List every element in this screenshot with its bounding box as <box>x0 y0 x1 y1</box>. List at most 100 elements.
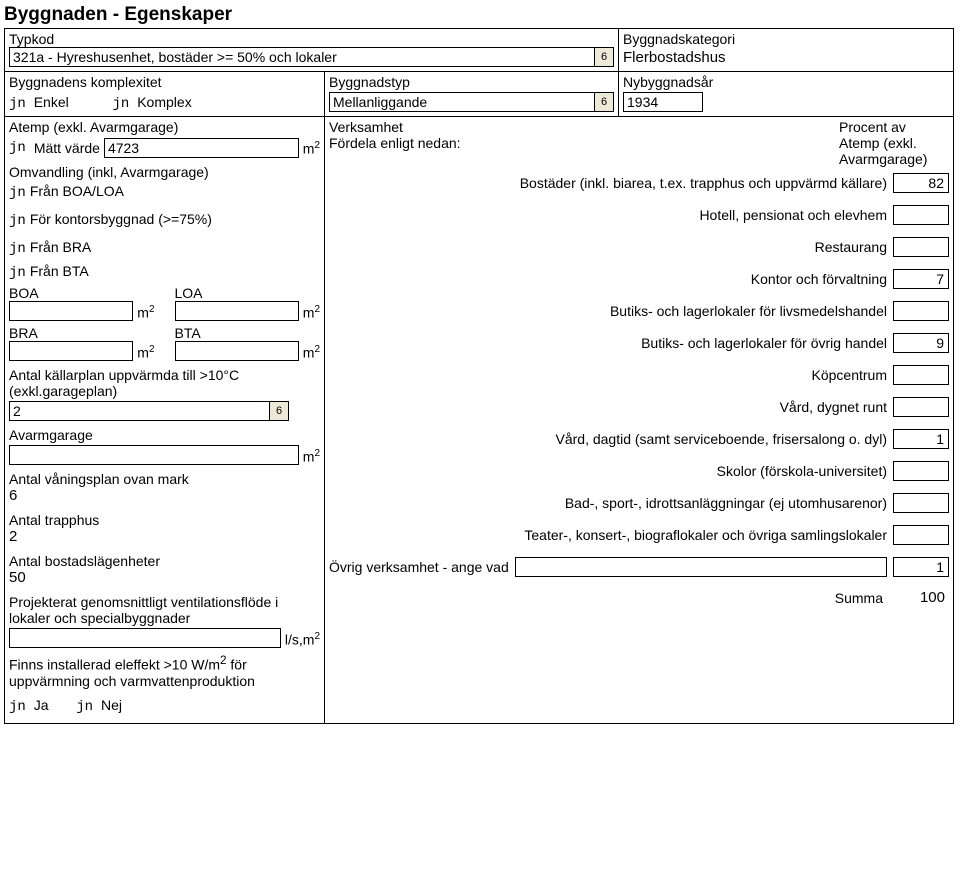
trapphus-label: Antal trapphus <box>9 512 320 528</box>
summa-value: 100 <box>889 589 949 606</box>
fran-bra-label: Från BRA <box>30 239 91 255</box>
procent-label-2: Atemp (exkl. <box>839 135 949 151</box>
verksamhet-item-label: Hotell, pensionat och elevhem <box>329 207 887 223</box>
loa-field[interactable] <box>175 301 299 321</box>
verksamhet-item-label: Kontor och förvaltning <box>329 271 887 287</box>
avarmgarage-field[interactable] <box>9 445 299 465</box>
ovrig-text-field[interactable] <box>515 557 887 577</box>
verksamhet-value-field[interactable] <box>893 461 949 481</box>
row-main: Atemp (exkl. Avarmgarage) jn Mätt värde … <box>5 117 953 723</box>
komplex-option-label: Komplex <box>137 94 191 110</box>
lagenheter-value: 50 <box>9 569 320 586</box>
radio-icon[interactable]: jn <box>9 140 26 156</box>
verksamhet-item-label: Butiks- och lagerlokaler för livsmedelsh… <box>329 303 887 319</box>
verksamhet-item-label: Butiks- och lagerlokaler för övrig hande… <box>329 335 887 351</box>
matt-value: 4723 <box>108 140 139 156</box>
verksamhet-item-label: Teater-, konsert-, biograflokaler och öv… <box>329 527 887 543</box>
nej-label: Nej <box>101 697 122 713</box>
m2-unit: m2 <box>303 304 320 321</box>
typkod-dropdown[interactable]: 321a - Hyreshusenhet, bostäder >= 50% oc… <box>9 47 614 67</box>
fran-bta-label: Från BTA <box>30 263 89 279</box>
fran-boa-label: Från BOA/LOA <box>30 183 124 199</box>
eleffekt-label: Finns installerad eleffekt >10 W/m2 för … <box>9 654 320 689</box>
boa-loa-row: BOA m2 LOA m2 <box>9 285 320 321</box>
verksamhet-row: Restaurang <box>329 237 949 257</box>
matt-label: Mätt värde <box>34 140 100 156</box>
radio-icon[interactable]: jn <box>9 96 26 112</box>
ovrig-row: Övrig verksamhet - ange vad 1 <box>329 557 949 577</box>
bta-field[interactable] <box>175 341 299 361</box>
kallarplan-label: Antal källarplan uppvärmda till >10°C (e… <box>9 367 320 399</box>
omv-label: Omvandling (inkl, Avarmgarage) <box>9 164 320 180</box>
komplex-label: Byggnadens komplexitet <box>9 74 320 90</box>
verksamhet-value-field[interactable] <box>893 493 949 513</box>
verksamhet-row: Bad-, sport-, idrottsanläggningar (ej ut… <box>329 493 949 513</box>
byggnadstyp-label: Byggnadstyp <box>329 74 614 90</box>
verksamhet-item-label: Bad-, sport-, idrottsanläggningar (ej ut… <box>329 495 887 511</box>
radio-icon[interactable]: jn <box>113 96 130 112</box>
kallarplan-dropdown[interactable]: 2 6 <box>9 401 289 421</box>
typkod-label: Typkod <box>9 31 614 47</box>
ventilation-field[interactable] <box>9 628 281 648</box>
m2-unit: m2 <box>303 140 320 157</box>
typkod-value: 321a - Hyreshusenhet, bostäder >= 50% oc… <box>13 49 337 65</box>
verksamhet-value-field[interactable] <box>893 301 949 321</box>
atemp-label: Atemp (exkl. Avarmgarage) <box>9 119 320 135</box>
verksamhet-value-field[interactable] <box>893 525 949 545</box>
bra-field[interactable] <box>9 341 133 361</box>
for-kontor-label: För kontorsbyggnad (>=75%) <box>30 211 212 227</box>
verksamhet-value-field[interactable]: 9 <box>893 333 949 353</box>
verksamhet-label: Verksamhet <box>329 119 839 135</box>
boa-label: BOA <box>9 285 155 301</box>
ovrig-label: Övrig verksamhet - ange vad <box>329 559 509 575</box>
verksamhet-value-field[interactable] <box>893 365 949 385</box>
radio-icon[interactable]: jn <box>9 699 26 715</box>
radio-icon[interactable]: jn <box>9 213 26 229</box>
verksamhet-row: Skolor (förskola-universitet) <box>329 461 949 481</box>
matt-field[interactable]: 4723 <box>104 138 299 158</box>
row-typkod: Typkod 321a - Hyreshusenhet, bostäder >=… <box>5 29 953 72</box>
verksamhet-value-field[interactable]: 1 <box>893 429 949 449</box>
ar-label: Nybyggnadsår <box>623 74 949 90</box>
dropdown-arrow-icon: 6 <box>594 48 613 66</box>
verksamhet-row: Butiks- och lagerlokaler för övrig hande… <box>329 333 949 353</box>
verksamhet-row: Vård, dagtid (samt serviceboende, friser… <box>329 429 949 449</box>
verksamhet-row: Köpcentrum <box>329 365 949 385</box>
verksamhet-item-label: Vård, dagtid (samt serviceboende, friser… <box>329 431 887 447</box>
ja-label: Ja <box>34 697 49 713</box>
verksamhet-row: Kontor och förvaltning 7 <box>329 269 949 289</box>
bra-label: BRA <box>9 325 155 341</box>
enkel-label: Enkel <box>34 94 69 110</box>
kallarplan-value: 2 <box>13 403 21 419</box>
verksamhet-value-field[interactable]: 7 <box>893 269 949 289</box>
byggnadstyp-value: Mellanliggande <box>333 94 427 110</box>
verksamhet-item-label: Restaurang <box>329 239 887 255</box>
verksamhet-item-label: Bostäder (inkl. biarea, t.ex. trapphus o… <box>329 175 887 191</box>
radio-icon[interactable]: jn <box>76 699 93 715</box>
verksamhet-value-field[interactable] <box>893 397 949 417</box>
verksamhet-item-label: Vård, dygnet runt <box>329 399 887 415</box>
procent-label-1: Procent av <box>839 119 949 135</box>
verksamhet-value-field[interactable] <box>893 205 949 225</box>
vaningsplan-label: Antal våningsplan ovan mark <box>9 471 320 487</box>
verksamhet-value-field[interactable] <box>893 237 949 257</box>
ovrig-value-field[interactable]: 1 <box>893 557 949 577</box>
summa-label: Summa <box>329 590 883 606</box>
loa-label: LOA <box>175 285 321 301</box>
ovrig-value: 1 <box>936 559 944 575</box>
page-title: Byggnaden - Egenskaper <box>4 4 960 26</box>
verksamhet-row: Butiks- och lagerlokaler för livsmedelsh… <box>329 301 949 321</box>
vaningsplan-value: 6 <box>9 487 320 504</box>
radio-icon[interactable]: jn <box>9 265 26 281</box>
verksamhet-value-field[interactable]: 82 <box>893 173 949 193</box>
radio-icon[interactable]: jn <box>9 241 26 257</box>
boa-field[interactable] <box>9 301 133 321</box>
verksamhet-row: Vård, dygnet runt <box>329 397 949 417</box>
m2-unit: m2 <box>137 344 154 361</box>
verksamhet-item-label: Skolor (förskola-universitet) <box>329 463 887 479</box>
radio-icon[interactable]: jn <box>9 185 26 201</box>
verksamhet-row: Teater-, konsert-, biograflokaler och öv… <box>329 525 949 545</box>
byggnadstyp-dropdown[interactable]: Mellanliggande 6 <box>329 92 614 112</box>
ar-field[interactable]: 1934 <box>623 92 703 112</box>
m2-unit: m2 <box>303 344 320 361</box>
